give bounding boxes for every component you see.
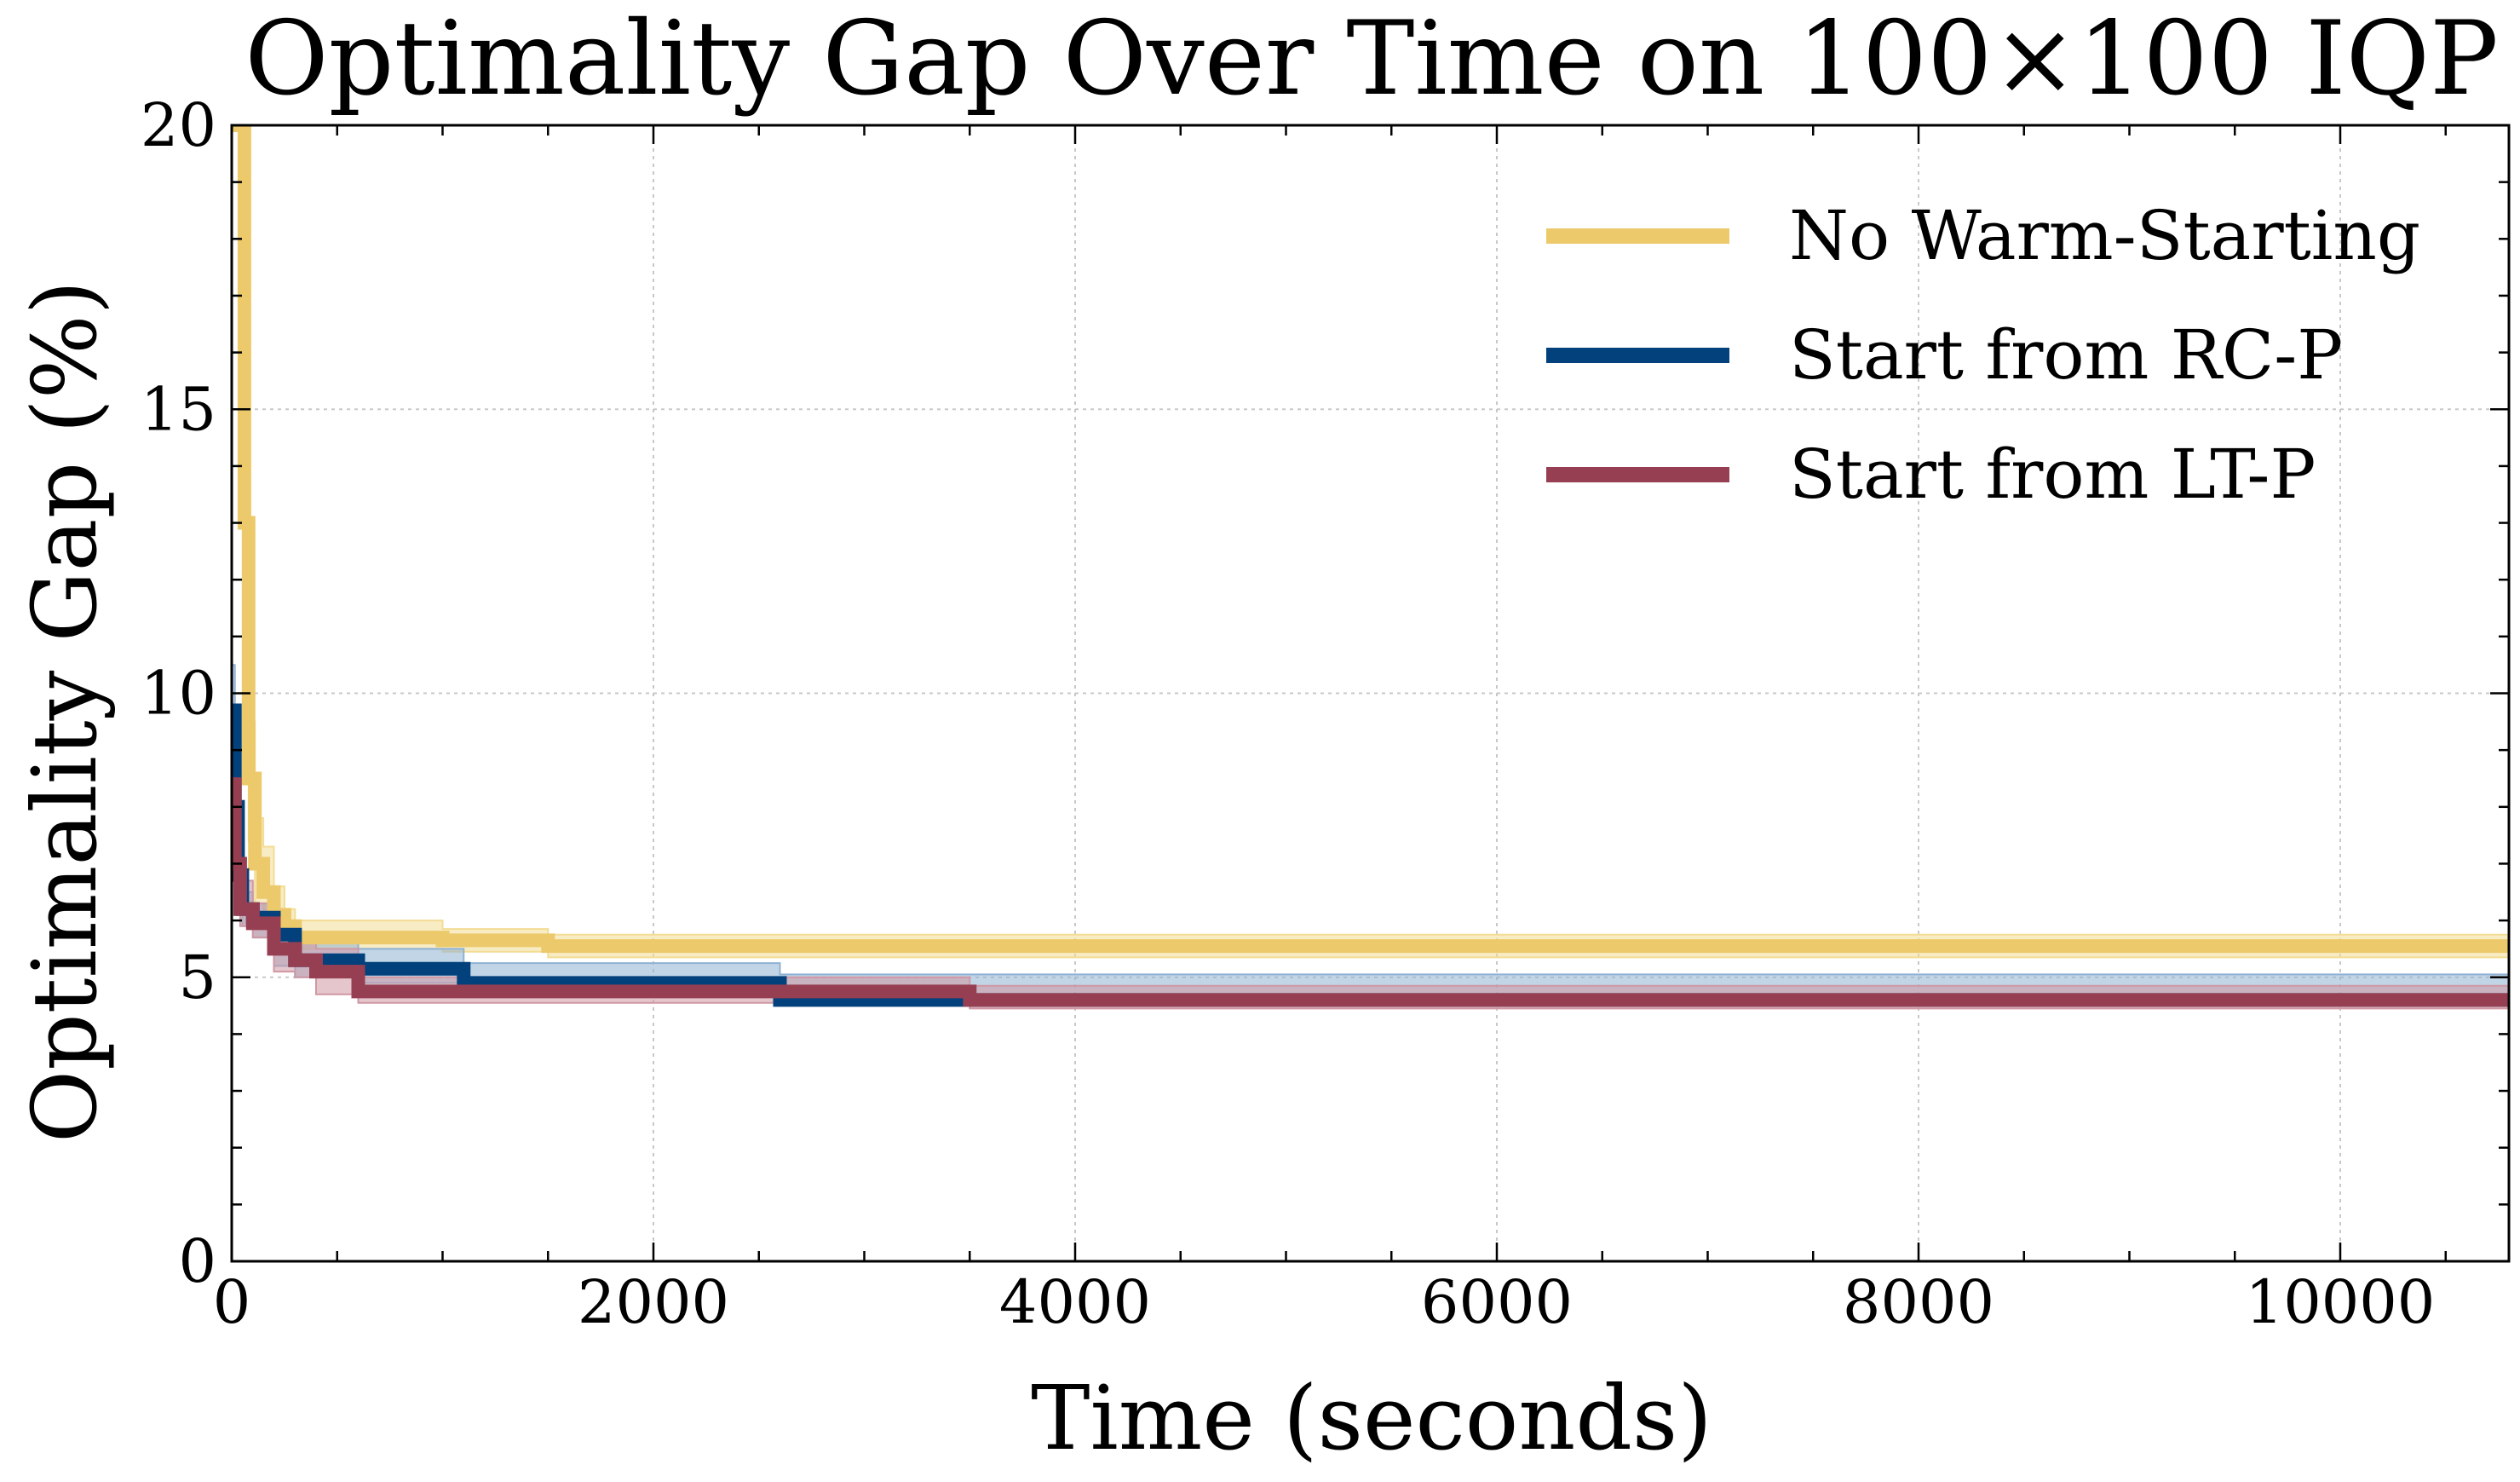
plot-frame bbox=[230, 124, 2511, 1263]
x-tick-label: 8000 bbox=[1843, 1267, 1994, 1337]
y-axis-label: Optimality Gap (%) bbox=[13, 280, 117, 1143]
y-tick-label: 5 bbox=[178, 943, 216, 1012]
legend-label: Start from LT-P bbox=[1789, 435, 2316, 514]
grid bbox=[232, 125, 2509, 1261]
x-tick-label: 6000 bbox=[1421, 1267, 1573, 1337]
x-tick-label: 10000 bbox=[2246, 1267, 2436, 1337]
y-tick-label: 20 bbox=[141, 90, 216, 160]
x-tick-label: 4000 bbox=[999, 1267, 1151, 1337]
y-tick-label: 0 bbox=[178, 1226, 216, 1296]
y-tick-label: 10 bbox=[141, 659, 216, 729]
x-axis-label: Time (seconds) bbox=[1031, 1366, 1712, 1470]
legend: No Warm-Starting Start from RC-P Start fro… bbox=[1546, 196, 2420, 514]
x-tick-label: 2000 bbox=[578, 1267, 729, 1337]
axes: 0 2000 4000 6000 8000 10000 0 5 10 15 20 bbox=[141, 90, 2511, 1337]
legend-label: No Warm-Starting bbox=[1789, 196, 2420, 275]
y-tick-label: 15 bbox=[141, 374, 216, 444]
series-line bbox=[232, 125, 2509, 954]
chart-title: Optimality Gap Over Time on 100×100 IQP bbox=[245, 0, 2498, 118]
legend-label: Start from RC-P bbox=[1789, 315, 2343, 395]
x-tick-label: 0 bbox=[213, 1267, 251, 1337]
